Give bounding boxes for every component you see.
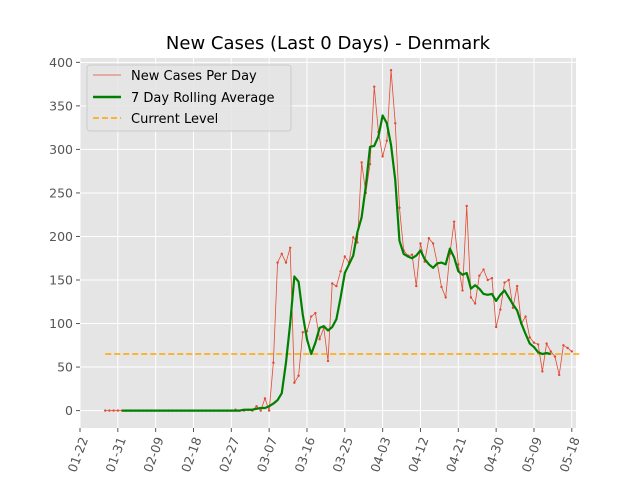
y-tick-label: 0: [65, 403, 73, 418]
legend-box: [86, 64, 292, 132]
new-cases-point: [331, 282, 334, 285]
new-cases-point: [482, 268, 485, 271]
new-cases-point: [356, 241, 359, 244]
new-cases-point: [309, 315, 313, 318]
new-cases-point: [545, 342, 548, 345]
new-cases-point: [288, 246, 292, 249]
new-cases-point: [410, 253, 414, 256]
new-cases-point: [343, 255, 347, 258]
new-cases-point: [499, 308, 502, 311]
new-cases-point: [507, 278, 510, 282]
new-cases-point: [431, 242, 435, 245]
legend-label-current-level: Current Level: [131, 112, 218, 127]
new-cases-point: [553, 355, 557, 358]
new-cases-point: [398, 206, 401, 209]
new-cases-point: [368, 163, 372, 166]
new-cases-point: [511, 306, 515, 310]
y-tick-label: 300: [49, 142, 73, 157]
new-cases-point: [280, 252, 283, 256]
new-cases-point: [373, 85, 376, 88]
new-cases-point: [503, 281, 506, 284]
new-cases-point: [360, 161, 363, 164]
y-tick-label: 250: [49, 185, 73, 200]
new-cases-point: [112, 409, 115, 412]
series-rolling-average-line: [122, 114, 552, 412]
new-cases-point: [419, 242, 422, 245]
new-cases-point: [478, 274, 481, 277]
new-cases-point: [108, 409, 111, 412]
new-cases-point: [541, 370, 544, 373]
legend: New Cases Per Day 7 Day Rolling Average …: [86, 64, 292, 132]
y-tick-label: 150: [49, 273, 73, 288]
y-tick-label: 100: [49, 316, 73, 331]
y-axis: 0 50 100 150 200 250 300 350 400: [49, 55, 80, 418]
new-cases-point: [570, 350, 573, 353]
new-cases-point: [352, 236, 355, 239]
new-cases-point: [339, 270, 342, 273]
new-cases-point: [381, 155, 384, 158]
y-tick-label: 350: [49, 98, 73, 113]
new-cases-point: [394, 122, 397, 125]
new-cases-point: [490, 277, 494, 280]
new-cases-point: [532, 341, 536, 344]
new-cases-point: [494, 325, 498, 329]
new-cases-point: [385, 139, 389, 142]
new-cases-point: [326, 359, 330, 363]
new-cases-point: [444, 296, 447, 299]
new-cases-point: [486, 278, 489, 282]
new-cases-point: [524, 315, 527, 318]
y-tick-label: 200: [49, 229, 73, 244]
new-cases-point: [440, 285, 443, 289]
new-cases-point: [267, 409, 271, 412]
new-cases-point: [457, 263, 460, 266]
new-cases-point: [259, 409, 262, 412]
new-cases-point: [515, 284, 519, 288]
chart-title: New Cases (Last 0 Days) - Denmark: [166, 33, 491, 54]
new-cases-point: [263, 397, 267, 400]
series-layer: [104, 68, 581, 412]
new-cases-point: [473, 302, 477, 305]
new-cases-point: [549, 350, 552, 353]
new-cases-point: [255, 405, 258, 408]
new-cases-point: [297, 374, 300, 377]
y-tick-label: 400: [49, 55, 73, 70]
new-cases-point: [557, 373, 561, 377]
new-cases-point: [536, 343, 540, 346]
new-cases-point: [301, 331, 304, 334]
new-cases-point: [276, 261, 279, 264]
new-cases-point: [469, 296, 473, 299]
new-cases-point: [314, 311, 317, 315]
new-cases-point: [566, 346, 569, 350]
new-cases-point: [528, 336, 531, 339]
new-cases-point: [389, 68, 393, 72]
new-cases-point: [104, 409, 107, 412]
legend-label-new-cases: New Cases Per Day: [131, 69, 257, 84]
new-cases-point: [427, 237, 431, 240]
new-cases-point: [116, 409, 120, 412]
new-cases-point: [562, 344, 565, 347]
new-cases-point: [335, 284, 338, 288]
y-tick-label: 50: [57, 360, 73, 375]
new-cases-point: [465, 204, 468, 208]
new-cases-point: [415, 284, 418, 288]
new-cases-point: [284, 261, 288, 264]
new-cases-point: [272, 361, 275, 364]
new-cases-point: [461, 289, 464, 292]
legend-label-rolling-average: 7 Day Rolling Average: [131, 91, 274, 106]
new-cases-point: [318, 338, 321, 341]
new-cases-point: [452, 220, 456, 223]
new-cases-point: [293, 381, 296, 384]
